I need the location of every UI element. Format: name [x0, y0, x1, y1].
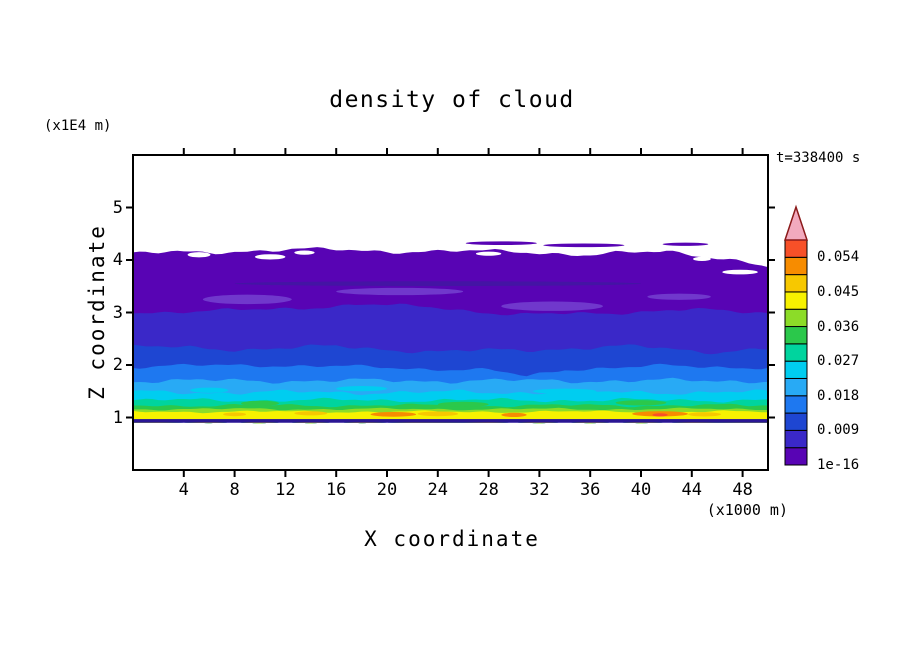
- y-tick-label: 2: [112, 355, 123, 375]
- field-patch: [615, 400, 667, 406]
- colorbar-segment: [784, 377, 808, 397]
- colorbar-segment: [784, 256, 808, 276]
- colorbar-tick-label: 0.009: [817, 422, 860, 439]
- colorbar-segment: [784, 447, 808, 466]
- x-tick-label: 12: [275, 480, 296, 500]
- x-tick-label: 48: [732, 480, 753, 500]
- field-patch: [533, 388, 597, 394]
- colorbar-segment: [784, 429, 808, 449]
- x-axis-unit: (x1000 m): [706, 501, 788, 519]
- colorbar-tick-label: 0.054: [817, 249, 860, 266]
- field-patch: [240, 400, 280, 406]
- y-tick-label: 4: [112, 250, 123, 270]
- x-tick-label: 36: [579, 480, 601, 500]
- colorbar-segment: [784, 343, 808, 362]
- x-axis-label: X coordinate: [364, 527, 540, 551]
- field-patch: [294, 411, 328, 416]
- field-patch: [647, 293, 711, 300]
- colorbar-tick-label: 0.045: [817, 283, 860, 300]
- colorbar-segment: [784, 360, 808, 379]
- colorbar-segment: [784, 395, 808, 414]
- y-axis-label: Z coordinate: [85, 224, 109, 400]
- field-patch: [336, 386, 387, 392]
- colorbar-segment: [784, 412, 808, 431]
- x-tick-label: 44: [681, 480, 703, 500]
- field-patch: [652, 413, 668, 417]
- field-patch: [501, 412, 527, 417]
- field-patch: [223, 412, 247, 417]
- x-tick-label: 24: [427, 480, 449, 500]
- plot-title: density of cloud: [329, 87, 575, 113]
- field-patch: [501, 301, 603, 311]
- white-gap: [254, 254, 286, 260]
- cloud-top-sliver: [465, 241, 537, 246]
- field-patch: [687, 412, 722, 417]
- colorbar-tick-label: 0.036: [817, 318, 860, 335]
- cloud-top-sliver: [543, 243, 625, 248]
- x-tick-label: 16: [325, 480, 347, 500]
- x-tick-label: 8: [229, 480, 240, 500]
- white-gap: [693, 256, 711, 262]
- white-gap: [294, 250, 315, 255]
- colorbar-tick-label: 0.027: [817, 353, 860, 370]
- field-patch: [336, 287, 464, 296]
- colorbar-segment: [784, 326, 808, 345]
- timestamp: t=338400 s: [776, 150, 861, 166]
- y-tick-label: 5: [112, 197, 123, 218]
- colorbar-tick-label: 0.018: [817, 387, 860, 404]
- colorbar-segment: [784, 308, 808, 328]
- plot-area: [133, 241, 768, 424]
- cloud-top-sliver: [662, 242, 709, 246]
- colorbar-segment: [784, 274, 808, 293]
- white-gap: [475, 251, 502, 256]
- y-tick-label: 3: [112, 302, 123, 323]
- colorbar-overflow-arrow: [783, 204, 809, 241]
- x-tick-label: 4: [178, 480, 189, 500]
- field-patch: [202, 294, 292, 305]
- field-patch: [190, 387, 229, 393]
- field-patch: [437, 401, 489, 407]
- x-tick-label: 40: [630, 480, 652, 500]
- y-tick-label: 1: [112, 407, 123, 428]
- field-patch: [234, 281, 642, 286]
- white-gap: [722, 269, 758, 275]
- colorbar-tick-label: 1e-16: [817, 457, 860, 473]
- x-tick-label: 32: [529, 480, 550, 500]
- x-tick-label: 28: [478, 480, 499, 500]
- colorbar-segment: [784, 291, 808, 310]
- cloud-base-strip: [133, 419, 768, 423]
- field-patch: [417, 411, 459, 417]
- white-gap: [187, 252, 211, 258]
- field-patch: [370, 411, 417, 417]
- y-axis-unit: (x1E4 m): [44, 118, 112, 134]
- x-tick-label: 20: [376, 480, 398, 500]
- colorbar-segment: [784, 239, 808, 258]
